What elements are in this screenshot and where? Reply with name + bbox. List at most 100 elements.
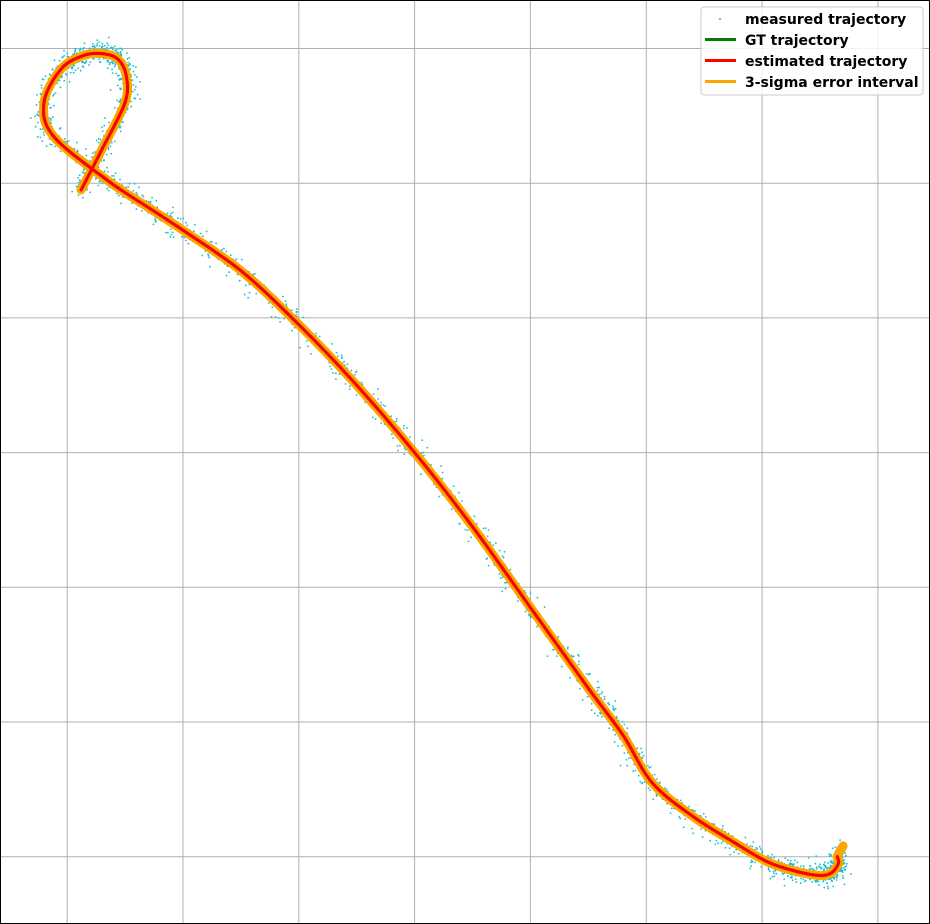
measured-point bbox=[152, 223, 155, 226]
measured-point bbox=[77, 67, 79, 70]
measured-point bbox=[116, 99, 118, 102]
measured-point bbox=[832, 885, 835, 888]
measured-point bbox=[82, 48, 84, 51]
measured-point bbox=[126, 52, 128, 54]
measured-point bbox=[99, 138, 102, 141]
measured-point bbox=[101, 126, 103, 129]
measured-point bbox=[714, 843, 717, 846]
measured-point bbox=[201, 254, 204, 257]
measured-point bbox=[86, 189, 88, 191]
measured-point bbox=[103, 117, 106, 119]
measured-point bbox=[557, 635, 560, 638]
measured-point bbox=[187, 242, 190, 245]
measured-point bbox=[112, 62, 114, 65]
measured-point bbox=[556, 655, 558, 657]
measured-point bbox=[171, 231, 174, 234]
measured-point bbox=[572, 655, 575, 658]
measured-point bbox=[42, 131, 45, 134]
measured-point bbox=[91, 45, 94, 48]
legend: measured trajectory GT trajectory estima… bbox=[700, 6, 924, 96]
measured-point bbox=[341, 357, 343, 360]
measured-point bbox=[608, 727, 611, 730]
measured-point bbox=[823, 863, 825, 866]
measured-point bbox=[318, 335, 321, 338]
measured-point bbox=[612, 705, 614, 708]
measured-point bbox=[111, 68, 113, 71]
measured-point bbox=[569, 676, 572, 679]
measured-point bbox=[807, 857, 810, 859]
measured-point bbox=[578, 655, 580, 657]
measured-point bbox=[773, 872, 775, 875]
measured-point bbox=[41, 78, 44, 80]
measured-point bbox=[722, 825, 724, 828]
measured-point bbox=[66, 52, 69, 55]
measured-point bbox=[119, 130, 122, 133]
measured-point bbox=[360, 381, 363, 384]
measured-point bbox=[91, 156, 93, 159]
measured-point bbox=[45, 145, 48, 148]
measured-point bbox=[823, 865, 826, 867]
measured-point bbox=[494, 542, 497, 545]
measured-point bbox=[761, 850, 764, 852]
measured-point bbox=[127, 185, 130, 188]
measured-point bbox=[115, 192, 118, 195]
measured-point bbox=[639, 780, 642, 783]
measured-point bbox=[248, 291, 251, 294]
measured-point bbox=[484, 527, 487, 529]
measured-point bbox=[111, 175, 113, 177]
measured-point bbox=[85, 154, 88, 157]
measured-point bbox=[106, 42, 109, 44]
measured-point bbox=[581, 699, 584, 701]
measured-point bbox=[374, 418, 377, 421]
measured-point bbox=[291, 329, 293, 332]
measured-point bbox=[666, 802, 668, 805]
measured-point bbox=[810, 867, 813, 870]
measured-point bbox=[255, 292, 258, 295]
measured-point bbox=[827, 885, 829, 888]
measured-point bbox=[346, 363, 349, 365]
measured-point bbox=[457, 491, 460, 494]
measured-point bbox=[738, 852, 740, 855]
measured-point bbox=[109, 61, 111, 64]
measured-point bbox=[151, 196, 154, 199]
measured-point bbox=[135, 66, 137, 68]
measured-point bbox=[166, 212, 169, 215]
measured-point bbox=[181, 235, 183, 238]
measured-point bbox=[71, 190, 73, 193]
legend-label-estimated: estimated trajectory bbox=[745, 54, 907, 70]
measured-point bbox=[441, 471, 444, 474]
measured-point bbox=[79, 69, 82, 72]
measured-point bbox=[809, 865, 811, 867]
measured-point bbox=[613, 709, 615, 712]
measured-point bbox=[296, 310, 298, 313]
measured-point bbox=[819, 866, 822, 869]
measured-point bbox=[85, 60, 88, 62]
measured-point bbox=[142, 195, 145, 198]
measured-point bbox=[658, 781, 661, 784]
measured-point bbox=[649, 766, 652, 768]
measured-point bbox=[750, 865, 752, 868]
measured-point bbox=[818, 884, 820, 887]
measured-point bbox=[128, 56, 131, 59]
measured-point bbox=[89, 61, 92, 64]
measured-point bbox=[41, 128, 44, 131]
measured-point bbox=[44, 75, 47, 78]
measured-point bbox=[775, 872, 778, 875]
measured-point bbox=[52, 94, 54, 97]
measured-point bbox=[692, 832, 695, 835]
measured-point bbox=[816, 868, 818, 870]
measured-point bbox=[783, 884, 786, 887]
measured-point bbox=[201, 235, 204, 238]
measured-point bbox=[501, 555, 504, 557]
measured-point bbox=[244, 284, 247, 287]
measured-point bbox=[107, 189, 110, 192]
measured-point bbox=[97, 184, 100, 187]
measured-point bbox=[452, 485, 455, 487]
measured-point bbox=[340, 354, 343, 357]
measured-point bbox=[709, 839, 712, 842]
measured-point bbox=[828, 853, 831, 856]
measured-point bbox=[43, 134, 45, 136]
measured-point bbox=[63, 138, 66, 140]
measured-point bbox=[771, 875, 774, 878]
